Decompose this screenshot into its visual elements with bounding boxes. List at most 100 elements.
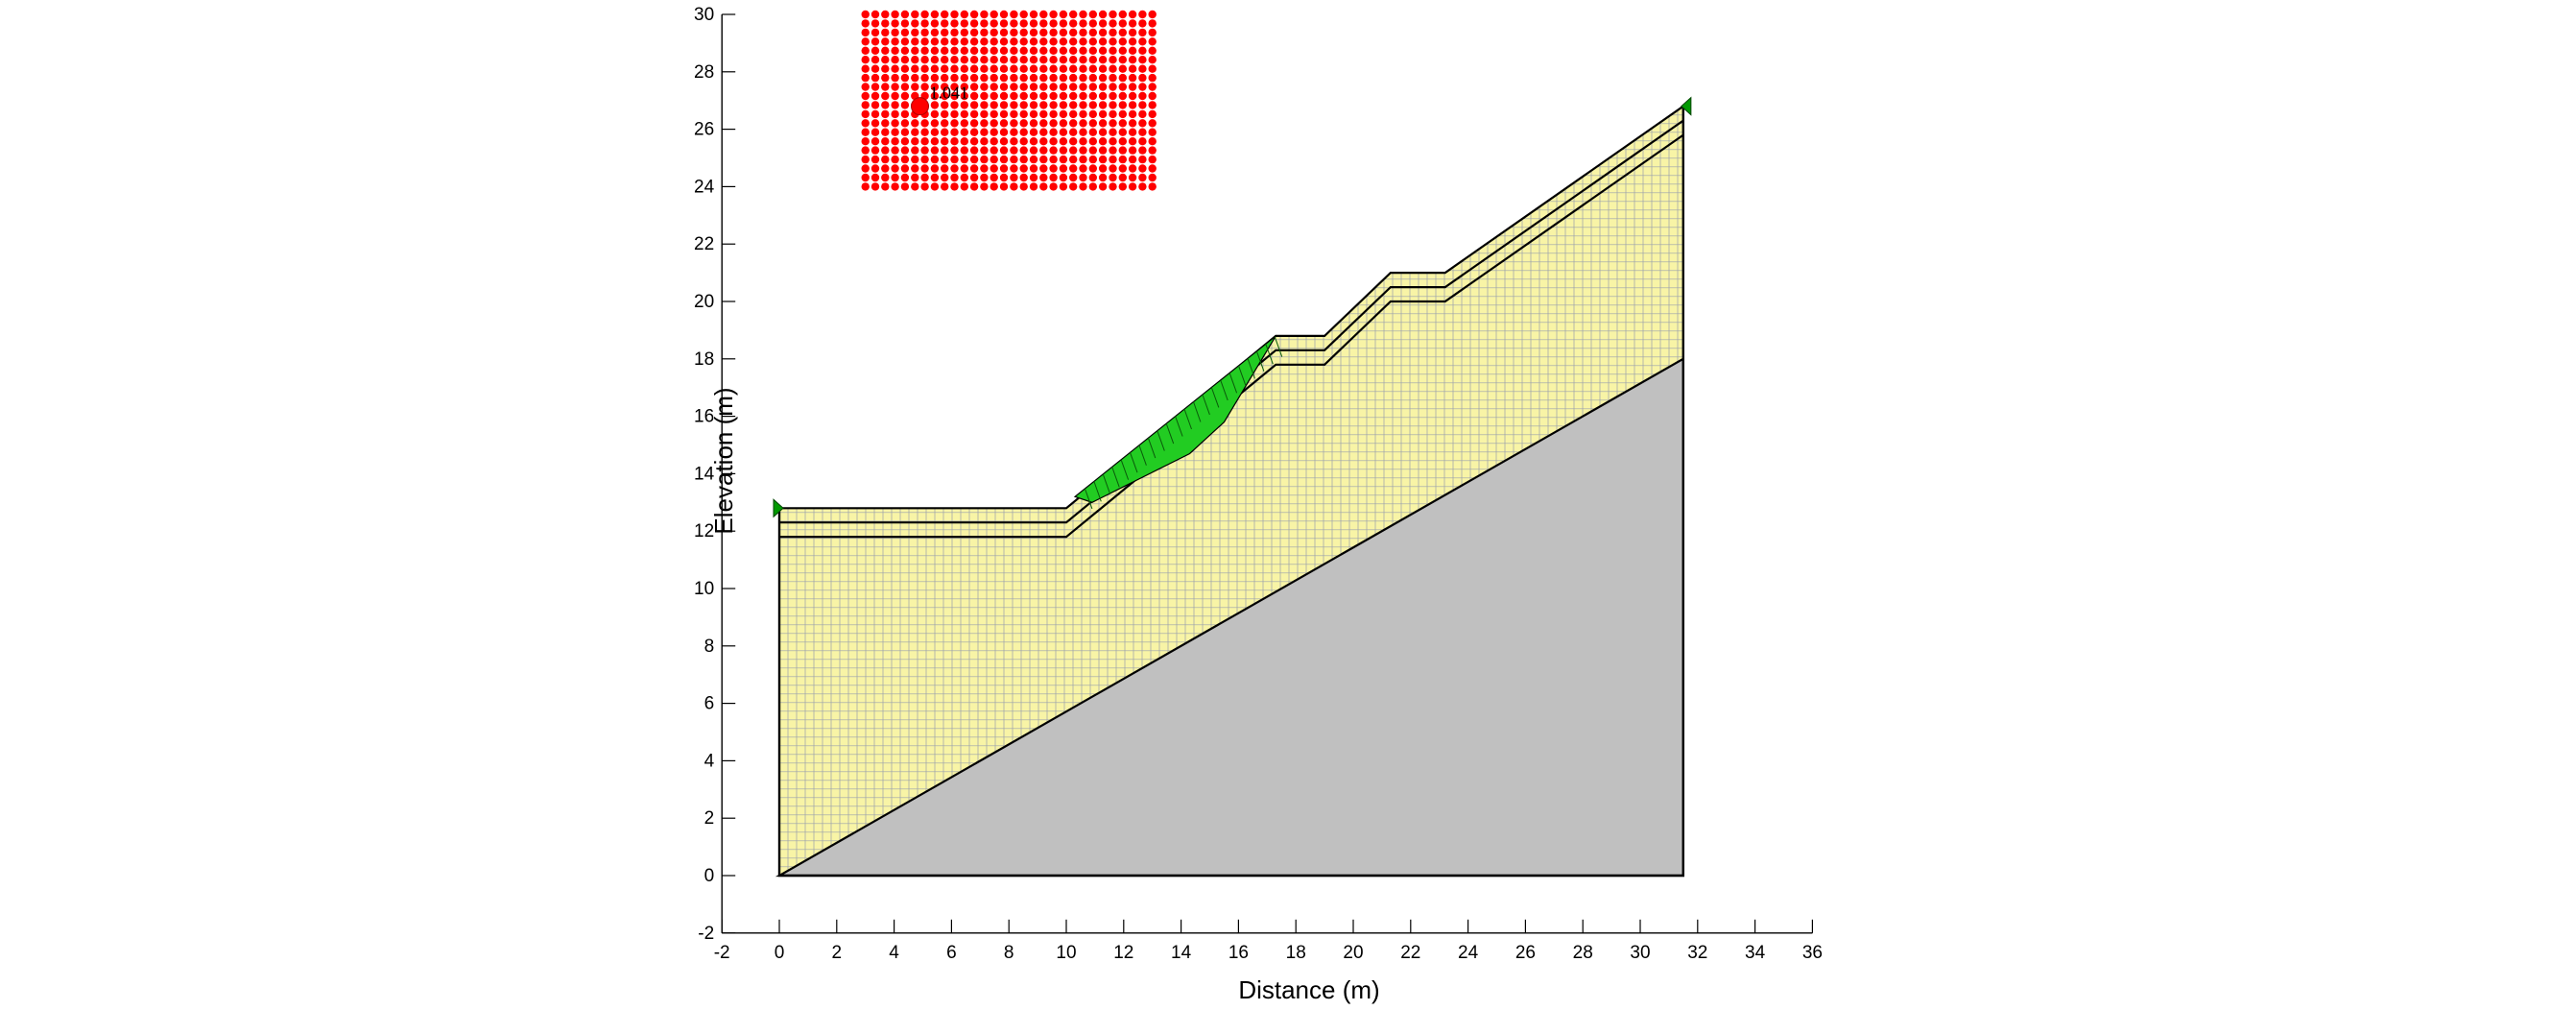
y-tick-label: 24 [694, 177, 715, 197]
grid-dot [1059, 119, 1068, 128]
grid-dot [1039, 109, 1048, 119]
grid-dot [1029, 164, 1038, 173]
grid-dot [881, 164, 890, 173]
grid-dot [1128, 182, 1137, 191]
soil-region [779, 106, 1683, 876]
grid-dot [1109, 64, 1117, 73]
grid-dot [861, 19, 870, 28]
grid-dot [1079, 164, 1087, 173]
grid-dot [1019, 173, 1028, 182]
grid-dot [960, 10, 968, 19]
grid-dot [1088, 46, 1098, 55]
grid-dot [861, 10, 870, 19]
grid-dot [1109, 101, 1117, 109]
grid-dot [1010, 28, 1018, 37]
grid-dot [1128, 37, 1137, 46]
grid-dot [1059, 19, 1068, 28]
grid-dot [1069, 164, 1078, 173]
grid-dot [1118, 56, 1128, 64]
grid-dot [920, 73, 929, 83]
grid-dot [1148, 10, 1157, 19]
grid-dot [1088, 173, 1098, 182]
y-tick-label: 16 [694, 407, 714, 427]
grid-dot [1088, 164, 1098, 173]
grid-dot [861, 128, 870, 136]
grid-dot [960, 173, 968, 182]
grid-dot [1138, 91, 1147, 101]
grid-dot [1109, 173, 1117, 182]
grid-dot [1079, 19, 1087, 28]
grid-dot [1029, 19, 1038, 28]
factor-of-safety-label: 1.041 [930, 84, 969, 103]
grid-dot [999, 91, 1009, 101]
grid-dot [920, 155, 929, 164]
critical-centre [911, 97, 930, 116]
grid-dot [990, 19, 998, 28]
grid-dot [1128, 91, 1137, 101]
grid-dot [999, 119, 1009, 128]
grid-dot [871, 173, 880, 182]
grid-dot [900, 155, 910, 164]
x-tick-label: 24 [1458, 943, 1479, 963]
grid-dot [950, 46, 959, 55]
grid-dot [1029, 173, 1038, 182]
grid-dot [1088, 19, 1098, 28]
grid-dot [1148, 83, 1157, 91]
grid-dot [1049, 119, 1058, 128]
grid-dot [1039, 173, 1048, 182]
grid-dot [1118, 46, 1128, 55]
grid-dot [1098, 64, 1108, 73]
grid-dot [1098, 109, 1108, 119]
grid-dot [1079, 83, 1087, 91]
grid-dot [1059, 10, 1068, 19]
grid-dot [1128, 10, 1137, 19]
grid-dot [1079, 155, 1087, 164]
grid-dot [969, 83, 979, 91]
grid-dot [1049, 146, 1058, 155]
grid-dot [980, 91, 989, 101]
grid-dot [1098, 164, 1108, 173]
grid-dot [1029, 10, 1038, 19]
y-tick-label: 18 [694, 349, 714, 370]
grid-dot [1029, 46, 1038, 55]
slip-hatch [1093, 481, 1102, 502]
grid-dot [900, 119, 910, 128]
grid-dot [1019, 10, 1028, 19]
grid-dot [1098, 83, 1108, 91]
grid-dot [1138, 109, 1147, 119]
grid-dot [990, 173, 998, 182]
grid-dot [1019, 91, 1028, 101]
grid-dot [1069, 56, 1078, 64]
grid-dot [980, 64, 989, 73]
grid-dot [980, 137, 989, 146]
grid-dot [871, 19, 880, 28]
grid-dot [861, 64, 870, 73]
grid-dot [1069, 109, 1078, 119]
grid-dot [1138, 56, 1147, 64]
grid-dot [999, 109, 1009, 119]
grid-dot [1098, 56, 1108, 64]
grid-dot [1138, 164, 1147, 173]
y-axis-title: Elevation (m) [709, 387, 738, 534]
y-tick-label: 22 [694, 234, 714, 254]
grid-dot [871, 37, 880, 46]
grid-dot [911, 73, 919, 83]
grid-dot [990, 83, 998, 91]
grid-dot [891, 173, 899, 182]
grid-dot [861, 37, 870, 46]
grid-dot [960, 19, 968, 28]
grid-dot [990, 28, 998, 37]
grid-dot [1059, 91, 1068, 101]
grid-dot [1109, 119, 1117, 128]
grid-dot [1079, 173, 1087, 182]
grid-dot [990, 73, 998, 83]
grid-dot [1079, 137, 1087, 146]
grid-dot [980, 173, 989, 182]
grid-dot [1029, 109, 1038, 119]
grid-dot [1039, 155, 1048, 164]
grid-dot [1098, 37, 1108, 46]
grid-dot [950, 19, 959, 28]
grid-dot [930, 28, 940, 37]
grid-dot [1019, 119, 1028, 128]
grid-dot [1128, 173, 1137, 182]
